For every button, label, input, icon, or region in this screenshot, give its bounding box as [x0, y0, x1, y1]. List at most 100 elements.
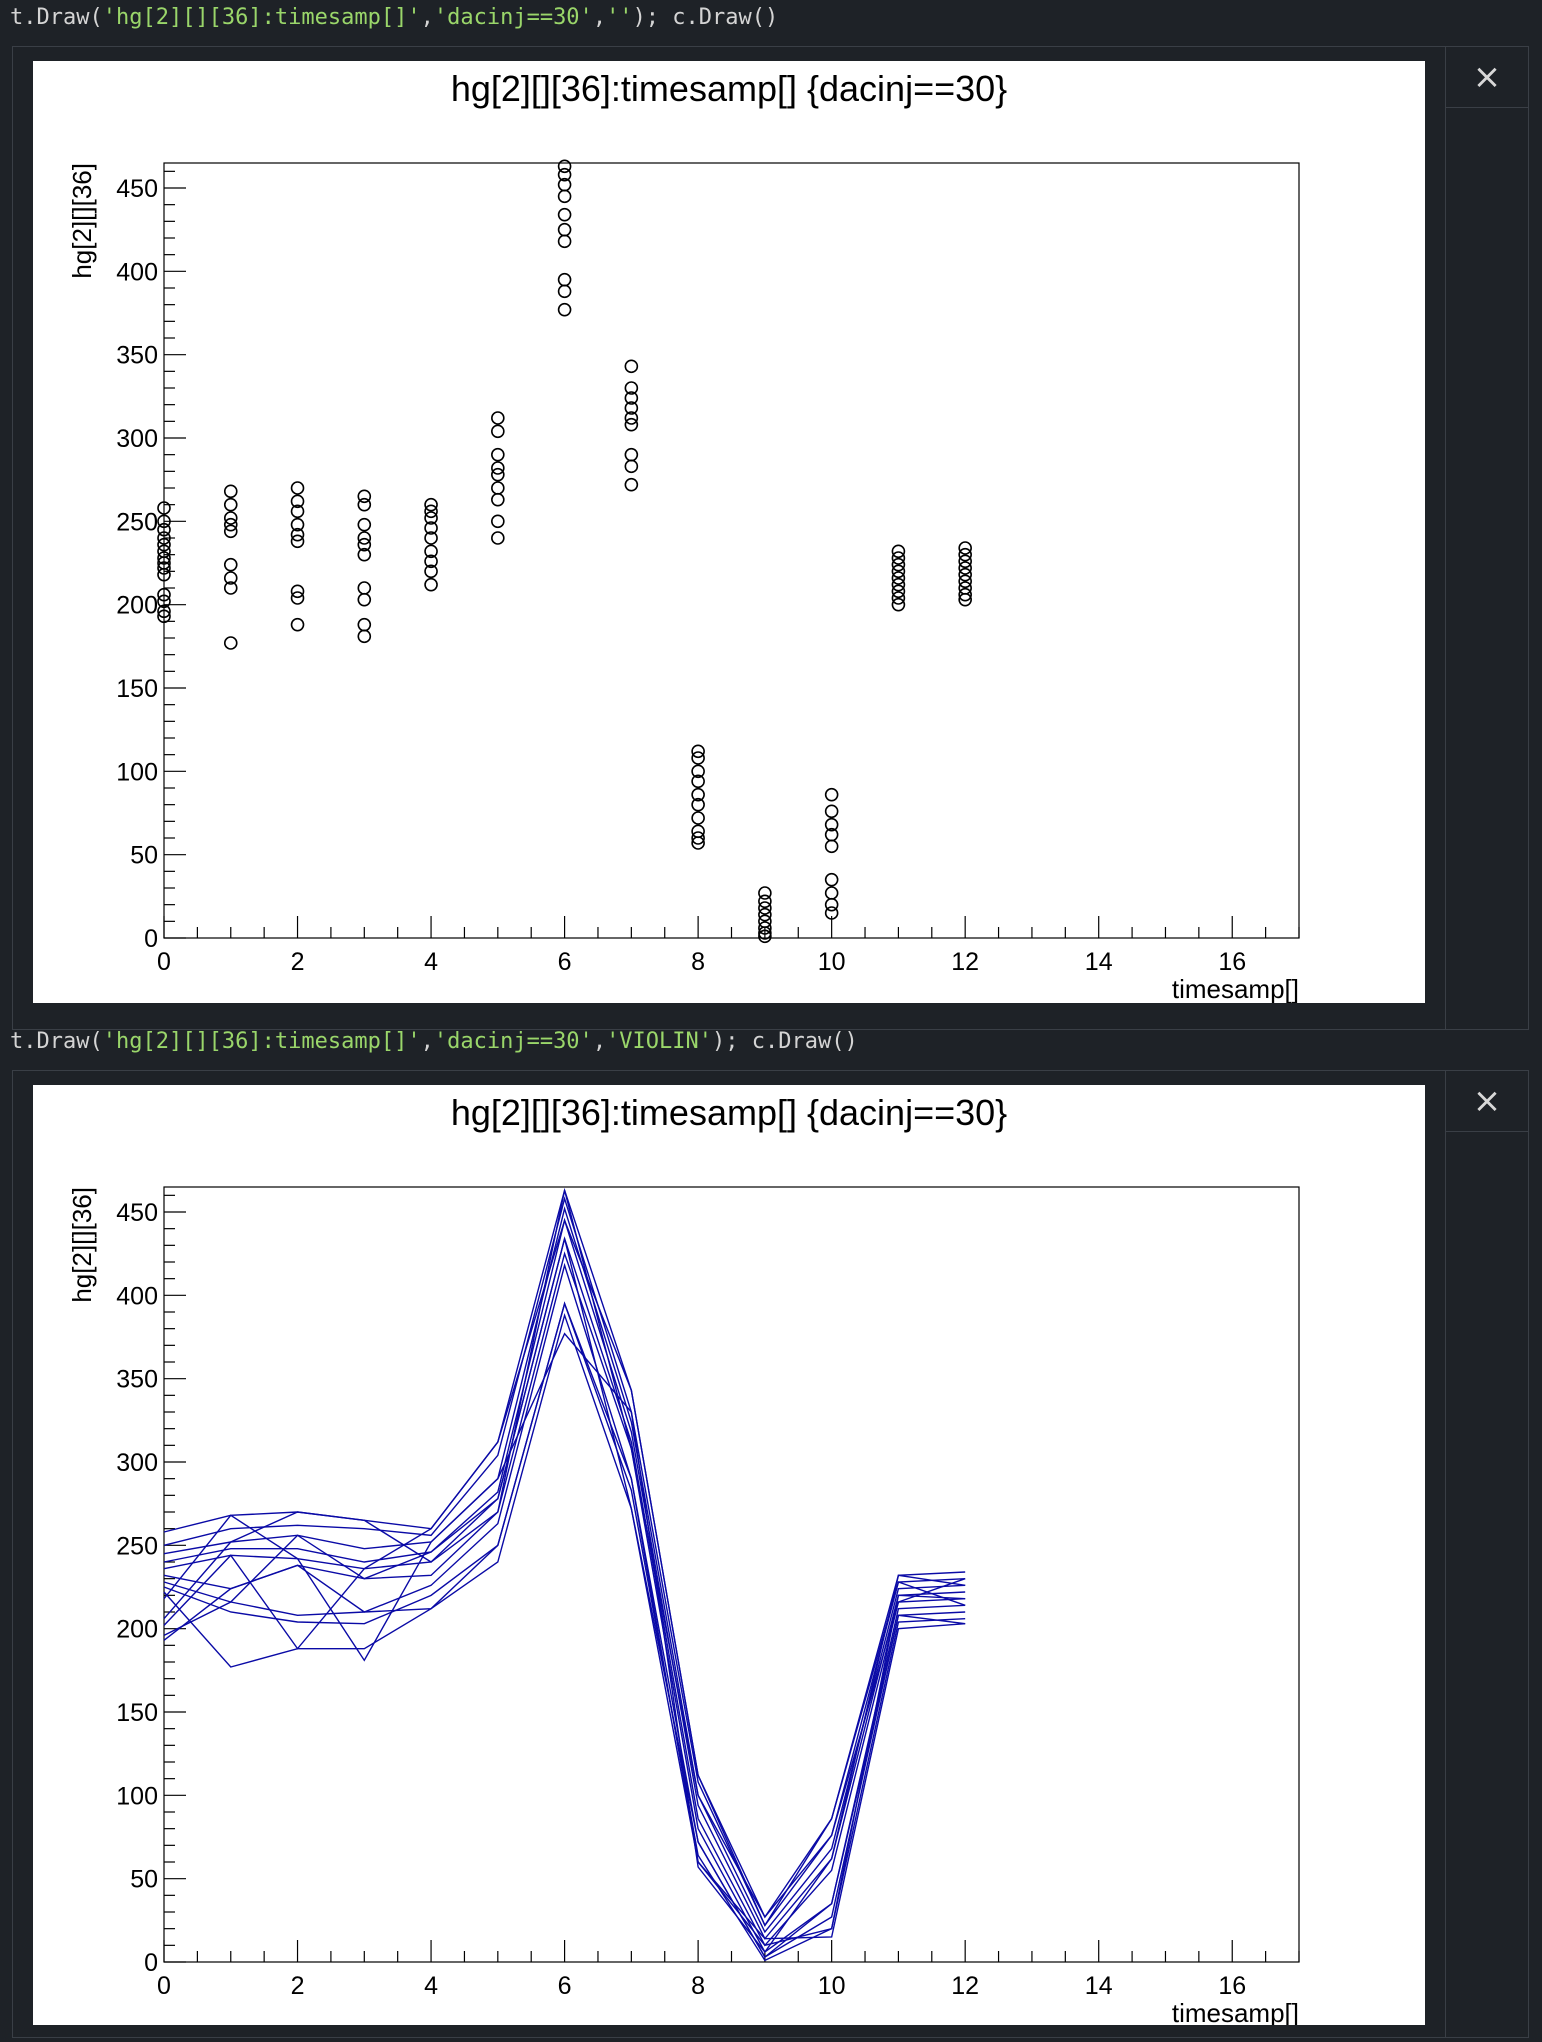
- scatter-point: [157, 604, 171, 619]
- scatter-point: [624, 459, 639, 474]
- close-icon[interactable]: ×: [1446, 1071, 1528, 1132]
- line-chart: hg[2][][36]:timesamp[] {dacinj==30} 0 2 4 6 8…: [67, 1092, 1300, 2028]
- scatter-point: [891, 564, 906, 579]
- code-call: t.Draw(: [10, 1029, 103, 1054]
- scatter-point: [824, 872, 839, 887]
- scatter-point: [557, 167, 572, 182]
- scatter-point: [223, 636, 238, 650]
- scatter-point: [758, 907, 772, 922]
- scatter-point: [157, 522, 171, 537]
- scatter-point: [824, 817, 839, 832]
- scatter-point: [424, 554, 438, 569]
- scatter-point: [424, 564, 438, 579]
- x-axis-label: timesamp[]: [1172, 1998, 1299, 2025]
- x-tick-label: 2: [291, 948, 305, 976]
- scatter-point: [891, 584, 906, 599]
- scatter-point: [758, 926, 772, 940]
- scatter-point: [424, 504, 438, 519]
- scatter-point: [290, 494, 305, 509]
- scatter-point: [557, 189, 572, 204]
- close-column: ×: [1445, 47, 1528, 1029]
- chart-title: hg[2][][36]:timesamp[] {dacinj==30}: [451, 68, 1007, 109]
- y-tick-label: 50: [130, 842, 158, 870]
- x-tick-label: 8: [691, 1972, 705, 2000]
- scatter-point: [491, 461, 505, 475]
- scatter-point: [624, 417, 639, 432]
- scatter-point: [691, 797, 705, 812]
- scatter-point: [357, 547, 372, 562]
- y-tick-label: 0: [144, 1949, 158, 1977]
- scatter-point: [557, 284, 572, 299]
- scatter-point: [357, 489, 372, 504]
- y-tick-label: 200: [116, 592, 158, 620]
- scatter-point: [223, 517, 238, 532]
- scatter-point: [691, 751, 705, 765]
- scatter-point: [357, 629, 372, 644]
- scatter-point: [357, 531, 372, 545]
- series-line: [163, 1190, 966, 1919]
- scatter-point: [624, 401, 639, 415]
- code-string: 'dacinj==30': [433, 5, 593, 30]
- x-tick-label: 0: [157, 948, 171, 976]
- scatter-point: [223, 497, 238, 512]
- x-tick-label: 8: [691, 948, 705, 976]
- scatter-point: [223, 571, 238, 585]
- x-tick-label: 10: [818, 948, 846, 976]
- scatter-point: [958, 547, 972, 562]
- output-cell-1: hg[2][][36]:timesamp[] {dacinj==30} 0 2 4 6 8…: [12, 46, 1529, 1030]
- y-tick-label: 100: [116, 758, 158, 786]
- code-string: 'hg[2][][36]:timesamp[]': [102, 1029, 421, 1054]
- close-icon[interactable]: ×: [1446, 47, 1528, 108]
- scatter-plot-canvas: hg[2][][36]:timesamp[] {dacinj==30} 0 2 4 6 8…: [33, 61, 1425, 1004]
- scatter-point: [491, 447, 505, 462]
- scatter-point: [758, 894, 772, 909]
- scatter-point: [157, 587, 171, 602]
- scatter-point: [891, 544, 906, 559]
- scatter-point: [824, 804, 839, 819]
- code-line-2[interactable]: t.Draw('hg[2][][36]:timesamp[]','dacinj=…: [10, 1029, 858, 1054]
- scatter-point: [223, 484, 238, 499]
- y-tick-label: 400: [116, 258, 158, 286]
- x-tick-label: 4: [424, 948, 438, 976]
- scatter-point: [157, 551, 171, 565]
- y-tick-label: 400: [116, 1282, 158, 1310]
- x-tick-label: 12: [951, 948, 979, 976]
- series-line: [163, 1236, 966, 1947]
- x-tick-label: 6: [558, 1972, 572, 2000]
- scatter-point: [624, 447, 639, 462]
- code-string: 'dacinj==30': [433, 1029, 593, 1054]
- scatter-chart: hg[2][][36]:timesamp[] {dacinj==30} 0 2 4 6 8…: [67, 68, 1300, 1004]
- scatter-point: [958, 561, 972, 575]
- y-tick-label: 300: [116, 425, 158, 453]
- scatter-point: [958, 541, 972, 555]
- scatter-point: [357, 497, 372, 512]
- scatter-point: [424, 497, 438, 512]
- scatter-point: [691, 764, 705, 779]
- scatter-point: [691, 831, 705, 845]
- scatter-point: [424, 511, 438, 525]
- series-line: [163, 1218, 966, 1927]
- scatter-point: [958, 567, 972, 582]
- scatter-point: [691, 787, 705, 802]
- x-tick-label: 14: [1085, 948, 1113, 976]
- y-tick-label: 0: [144, 925, 158, 953]
- scatter-point: [424, 544, 438, 559]
- code-line-1[interactable]: t.Draw('hg[2][][36]:timesamp[]','dacinj=…: [10, 5, 779, 30]
- scatter-point: [491, 411, 505, 425]
- scatter-point: [557, 302, 572, 317]
- scatter-point: [624, 411, 639, 425]
- scatter-point: [223, 557, 238, 572]
- scatter-point: [891, 597, 906, 612]
- scatter-point: [958, 574, 972, 589]
- y-axis-label: hg[2][][36]: [67, 1187, 97, 1303]
- scatter-point: [691, 811, 705, 825]
- y-tick-label: 350: [116, 342, 158, 370]
- scatter-point: [691, 744, 705, 759]
- scatter-points: [157, 159, 972, 944]
- scatter-point: [157, 561, 171, 575]
- scatter-point: [758, 901, 772, 915]
- scatter-point: [157, 594, 171, 609]
- scatter-point: [624, 359, 639, 374]
- x-tick-label: 10: [818, 1972, 846, 2000]
- scatter-point: [758, 929, 772, 944]
